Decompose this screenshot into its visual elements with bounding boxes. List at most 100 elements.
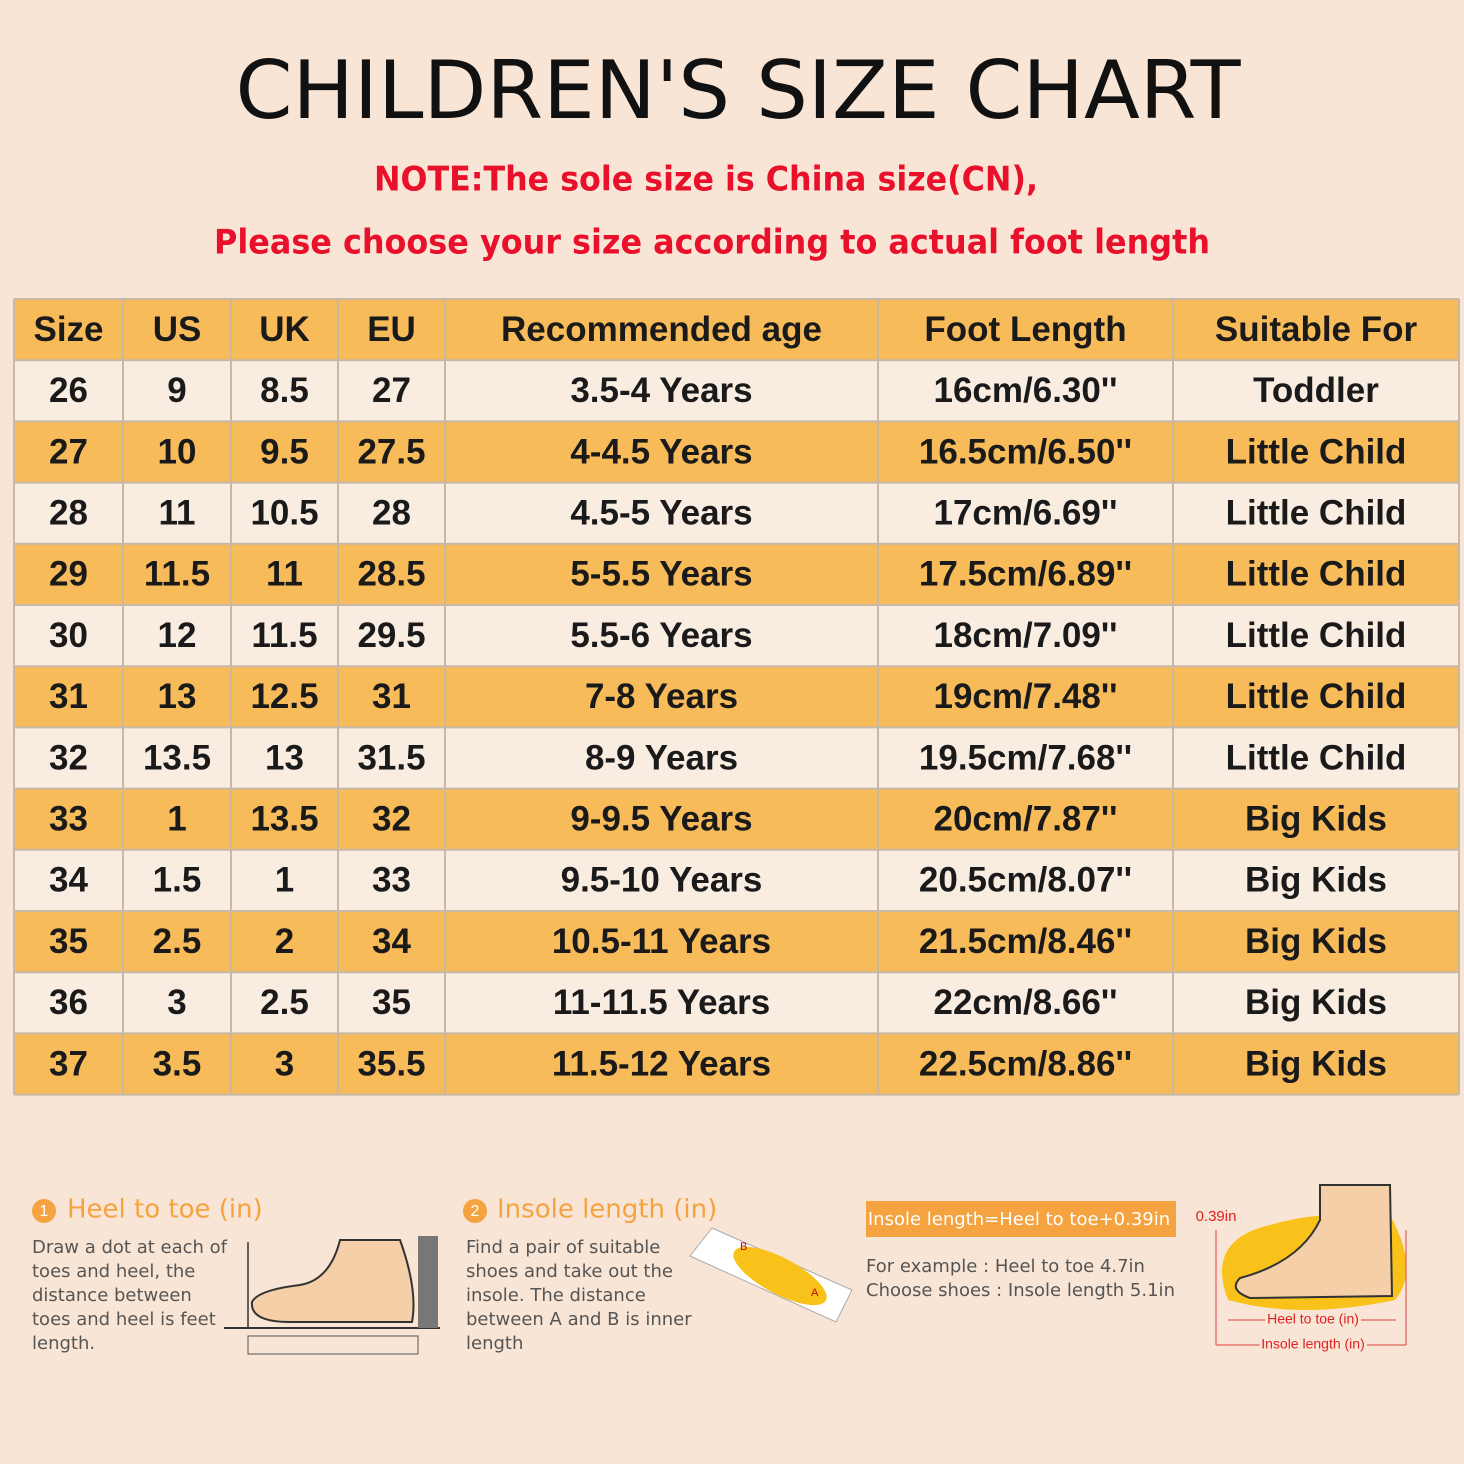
table-cell: 31.5 [357,738,425,777]
insole-illustration [689,1227,853,1323]
table-cell: 3 [167,983,186,1022]
table-cell: 19.5cm/7.68'' [919,738,1132,777]
step-badge [463,1199,487,1223]
table-row [14,666,1459,728]
table-cell: 9-9.5 Years [570,799,752,838]
column-header: Foot Length [924,310,1126,349]
comparison-illustration [1215,1184,1407,1346]
table-cell: 16cm/6.30'' [933,371,1117,410]
table-cell: 26 [49,371,88,410]
step-badge [32,1199,56,1223]
table-cell: 10.5-11 Years [552,922,771,961]
diagram-label: 0.39in [1196,1208,1237,1225]
table-cell: 27.5 [357,432,425,471]
table-cell: 3.5 [153,1044,202,1083]
table-cell: 30 [49,616,88,655]
table-cell: 13.5 [143,738,211,777]
table-row [14,605,1459,667]
table-cell: 17.5cm/6.89'' [919,555,1132,594]
table-cell: 4-4.5 Years [570,432,752,471]
table-cell: 34 [49,861,88,900]
table-cell: 11 [266,555,303,594]
table-row [14,788,1459,850]
table-cell: Little Child [1226,677,1407,716]
column-header: Recommended age [501,310,822,349]
step-line: insole. The distance [466,1285,646,1306]
table-cell: Big Kids [1245,1044,1387,1083]
table-cell: 5.5-6 Years [570,616,752,655]
step-line: distance between [32,1285,192,1306]
table-cell: 9 [167,371,186,410]
table-cell: 22cm/8.66'' [933,983,1117,1022]
diagram-label: Insole length (in) [1261,1336,1365,1352]
table-cell: 8.5 [260,371,309,410]
table-cell: 28 [49,493,88,532]
table-cell: Little Child [1226,432,1407,471]
step-line: shoes and take out the [466,1261,673,1282]
diagram-label: Heel to toe (in) [1267,1311,1359,1327]
table-cell: 11.5 [144,555,210,594]
note: NOTE:The sole size is China size(CN), [374,160,1038,200]
table-cell: 35 [372,983,411,1022]
table-row [14,727,1459,789]
table-cell: Toddler [1253,371,1379,410]
table-row [14,543,1459,605]
step-line: Draw a dot at each of [32,1237,228,1258]
table-cell: 10.5 [250,493,318,532]
table-cell: 35.5 [357,1044,425,1083]
example: Choose shoes : Insole length 5.1in [866,1280,1175,1301]
step-line: toes and heel, the [32,1261,195,1282]
step-number: 2 [471,1203,480,1220]
table-row [14,1033,1459,1095]
step-line: between A and B is inner [466,1309,692,1330]
column-header: EU [367,310,416,349]
table-cell: 13 [158,677,197,716]
example: For example : Heel to toe 4.7in [866,1256,1145,1277]
table-cell: 31 [372,677,411,716]
table-cell: Little Child [1226,616,1407,655]
table-cell: Little Child [1226,555,1407,594]
table-cell: 1 [167,799,186,838]
title: CHILDREN'S SIZE CHART [236,44,1242,137]
table-row [14,421,1459,483]
table-cell: 22.5cm/8.86'' [919,1044,1132,1083]
column-header: Suitable For [1215,310,1418,349]
step-title: Heel to toe (in) [67,1195,263,1225]
table-cell: 33 [372,861,411,900]
table-cell: Little Child [1226,738,1407,777]
table-cell: 12 [158,616,197,655]
table-cell: Big Kids [1245,861,1387,900]
table-cell: 2.5 [260,983,309,1022]
table-cell: 27 [49,432,88,471]
table-cell: 11.5-12 Years [552,1044,771,1083]
table-cell: 17cm/6.69'' [933,493,1117,532]
table-row [14,360,1459,422]
table-cell: 12.5 [250,677,318,716]
table-cell: 31 [49,677,88,716]
table-cell: 5-5.5 Years [570,555,752,594]
table-cell: 2.5 [153,922,202,961]
table-cell: 1 [275,861,294,900]
point-label: A [811,1287,819,1299]
table-cell: 10 [158,432,197,471]
table-cell: 29 [49,555,88,594]
table-cell: 9.5 [260,432,309,471]
table-cell: 7-8 Years [585,677,738,716]
foot-illustration [224,1236,440,1355]
table-cell: Big Kids [1245,799,1387,838]
table-cell: Little Child [1226,493,1407,532]
table-cell: 1.5 [153,861,202,900]
table-cell: 3 [275,1044,294,1083]
table-row [14,482,1459,544]
note: Please choose your size according to act… [214,223,1210,263]
table-cell: 8-9 Years [585,738,738,777]
table-cell: 33 [49,799,88,838]
table-cell: 29.5 [357,616,425,655]
step-text: Draw a dot at each of toes and heel, the d… [32,1237,228,1354]
table-cell: 36 [49,983,88,1022]
table-cell: Big Kids [1245,922,1387,961]
table-cell: 13.5 [250,799,318,838]
table-cell: 20.5cm/8.07'' [919,861,1132,900]
header-row [14,299,1459,361]
table-cell: 21.5cm/8.46'' [919,922,1132,961]
